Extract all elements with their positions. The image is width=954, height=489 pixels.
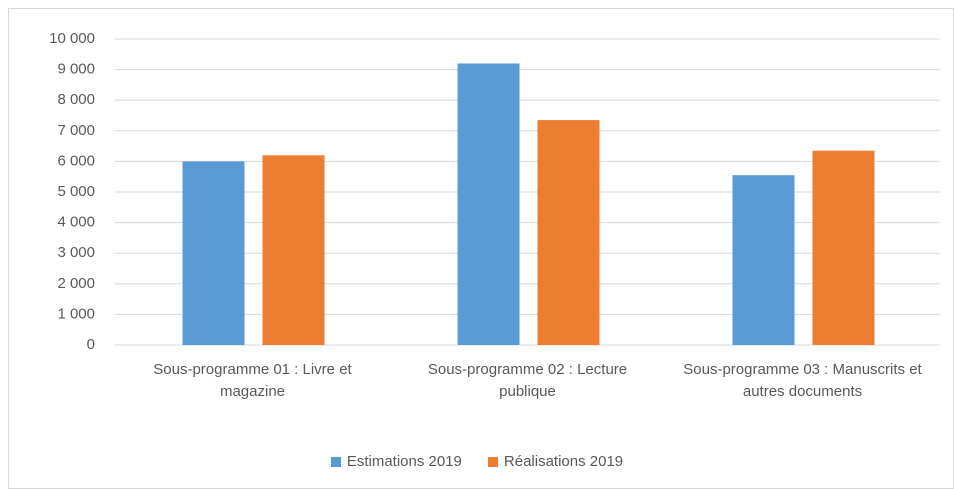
y-tick-label: 9 000	[57, 61, 95, 78]
y-tick-label: 2 000	[57, 275, 95, 292]
legend-item: Réalisations 2019	[487, 453, 624, 470]
legend-label: Estimations 2019	[346, 453, 462, 470]
x-tick-label: Sous-programme 02 : Lecture publique	[427, 361, 628, 400]
x-tick-label: Sous-programme 01 : Livre et magazine	[153, 361, 352, 400]
y-tick-label: 7 000	[57, 122, 95, 139]
bar	[812, 150, 875, 345]
y-tick-label: 4 000	[57, 214, 95, 231]
y-tick-label: 5 000	[57, 183, 95, 200]
bar	[182, 161, 245, 345]
legend-label: Réalisations 2019	[503, 453, 624, 470]
legend-swatch	[330, 456, 341, 467]
y-tick-label: 8 000	[57, 91, 95, 108]
bar	[262, 155, 325, 345]
y-tick-label: 6 000	[57, 152, 95, 169]
bar	[537, 120, 600, 345]
x-tick-label: Sous-programme 03 : Manuscrits et autres…	[683, 361, 922, 400]
y-tick-label: 1 000	[57, 305, 95, 322]
legend-swatch	[487, 456, 498, 467]
legend-item: Estimations 2019	[330, 453, 462, 470]
y-tick-label: 3 000	[57, 244, 95, 261]
y-tick-label: 10 000	[49, 30, 95, 47]
y-tick-label: 0	[87, 336, 95, 353]
bar	[732, 175, 795, 345]
legend: Estimations 2019 Réalisations 2019	[0, 453, 954, 470]
bar	[457, 63, 520, 345]
